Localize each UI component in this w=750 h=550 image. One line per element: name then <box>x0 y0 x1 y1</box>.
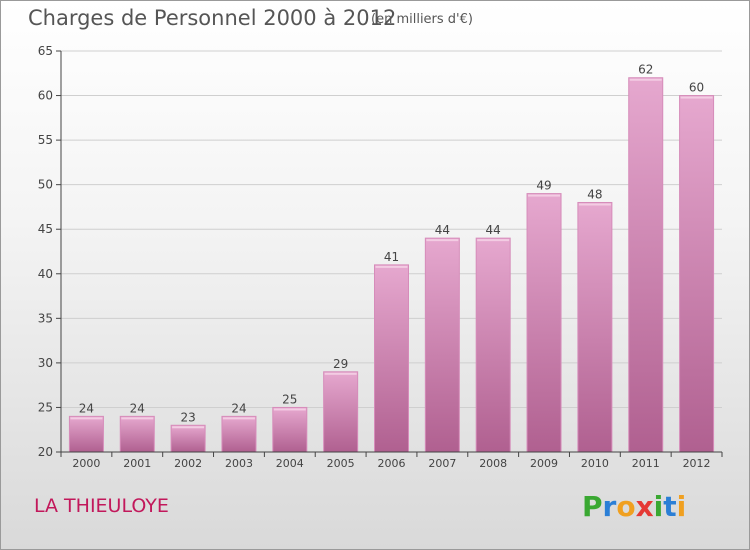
bar <box>68 415 104 453</box>
x-tick-label: 2007 <box>428 457 456 470</box>
y-tick-label: 20 <box>38 445 53 459</box>
data-label: 24 <box>130 401 145 415</box>
data-label: 25 <box>282 392 297 406</box>
data-label: 24 <box>79 401 94 415</box>
y-tick-label: 40 <box>38 267 53 281</box>
y-tick-label: 45 <box>38 222 53 236</box>
x-tick-label: 2003 <box>225 457 253 470</box>
logo-letter: t <box>663 490 677 523</box>
bar-highlight <box>629 78 662 81</box>
chart-subtitle: (en milliers d'€) <box>371 12 473 27</box>
logo-letter: r <box>602 490 617 523</box>
data-label: 60 <box>689 81 704 95</box>
y-tick-label: 25 <box>38 400 53 414</box>
y-tick-label: 65 <box>38 44 53 58</box>
bar <box>424 237 460 453</box>
bar <box>119 415 155 453</box>
bar-highlight <box>426 239 459 242</box>
bar <box>628 77 664 453</box>
y-tick-label: 55 <box>38 133 53 147</box>
data-label: 48 <box>587 187 602 201</box>
y-tick-label: 60 <box>38 89 53 103</box>
bar <box>374 264 409 453</box>
bar <box>323 371 359 453</box>
bar-highlight <box>477 239 510 242</box>
x-tick-label: 2009 <box>530 457 558 470</box>
logo-letter: i <box>676 490 687 523</box>
data-label: 24 <box>231 401 246 415</box>
data-label: 44 <box>486 223 501 237</box>
bar-highlight <box>121 417 154 420</box>
bar-highlight <box>172 426 205 429</box>
x-tick-label: 2012 <box>683 457 711 470</box>
bar <box>221 415 257 453</box>
data-label: 41 <box>384 250 399 264</box>
bar-highlight <box>578 203 611 206</box>
x-tick-label: 2001 <box>123 457 151 470</box>
bar <box>526 193 562 453</box>
bar-highlight <box>528 194 561 197</box>
bar-highlight <box>375 265 408 268</box>
bar <box>577 201 613 453</box>
bar-highlight <box>70 417 103 420</box>
x-tick-label: 2000 <box>72 457 100 470</box>
bar <box>272 406 308 453</box>
data-label: 29 <box>333 357 348 371</box>
commune-name: LA THIEULOYE <box>34 495 169 517</box>
y-tick-label: 35 <box>38 311 53 325</box>
logo-letter: P <box>582 490 603 523</box>
x-tick-label: 2006 <box>378 457 406 470</box>
bar-highlight <box>680 96 713 99</box>
logo-letter: x <box>635 490 654 523</box>
y-tick-label: 30 <box>38 356 53 370</box>
x-tick-label: 2004 <box>276 457 304 470</box>
x-tick-label: 2010 <box>581 457 609 470</box>
x-tick-label: 2002 <box>174 457 202 470</box>
x-tick-label: 2011 <box>632 457 660 470</box>
proxiti-logo: Proxiti <box>582 490 686 523</box>
bar-highlight <box>222 417 255 420</box>
bar <box>170 424 206 453</box>
logo-letter: o <box>616 490 636 523</box>
data-label: 62 <box>638 63 653 77</box>
chart-title: Charges de Personnel 2000 à 2012 <box>28 6 397 30</box>
bar <box>475 237 511 453</box>
data-label: 23 <box>180 410 195 424</box>
bar-highlight <box>324 372 357 375</box>
y-tick-label: 50 <box>38 178 53 192</box>
data-label: 44 <box>435 223 450 237</box>
logo-letter: i <box>653 490 664 523</box>
x-tick-label: 2005 <box>327 457 355 470</box>
data-label: 49 <box>536 179 551 193</box>
x-tick-label: 2008 <box>479 457 507 470</box>
bar-highlight <box>273 408 306 411</box>
bar <box>679 95 715 453</box>
axes: 20 25 30 35 40 45 50 55 60 65 2000 2001 2002 2003 2004… <box>38 44 723 470</box>
bars: 24 24 23 24 25 29 41 44 44 49 48 62 60 <box>68 63 715 453</box>
